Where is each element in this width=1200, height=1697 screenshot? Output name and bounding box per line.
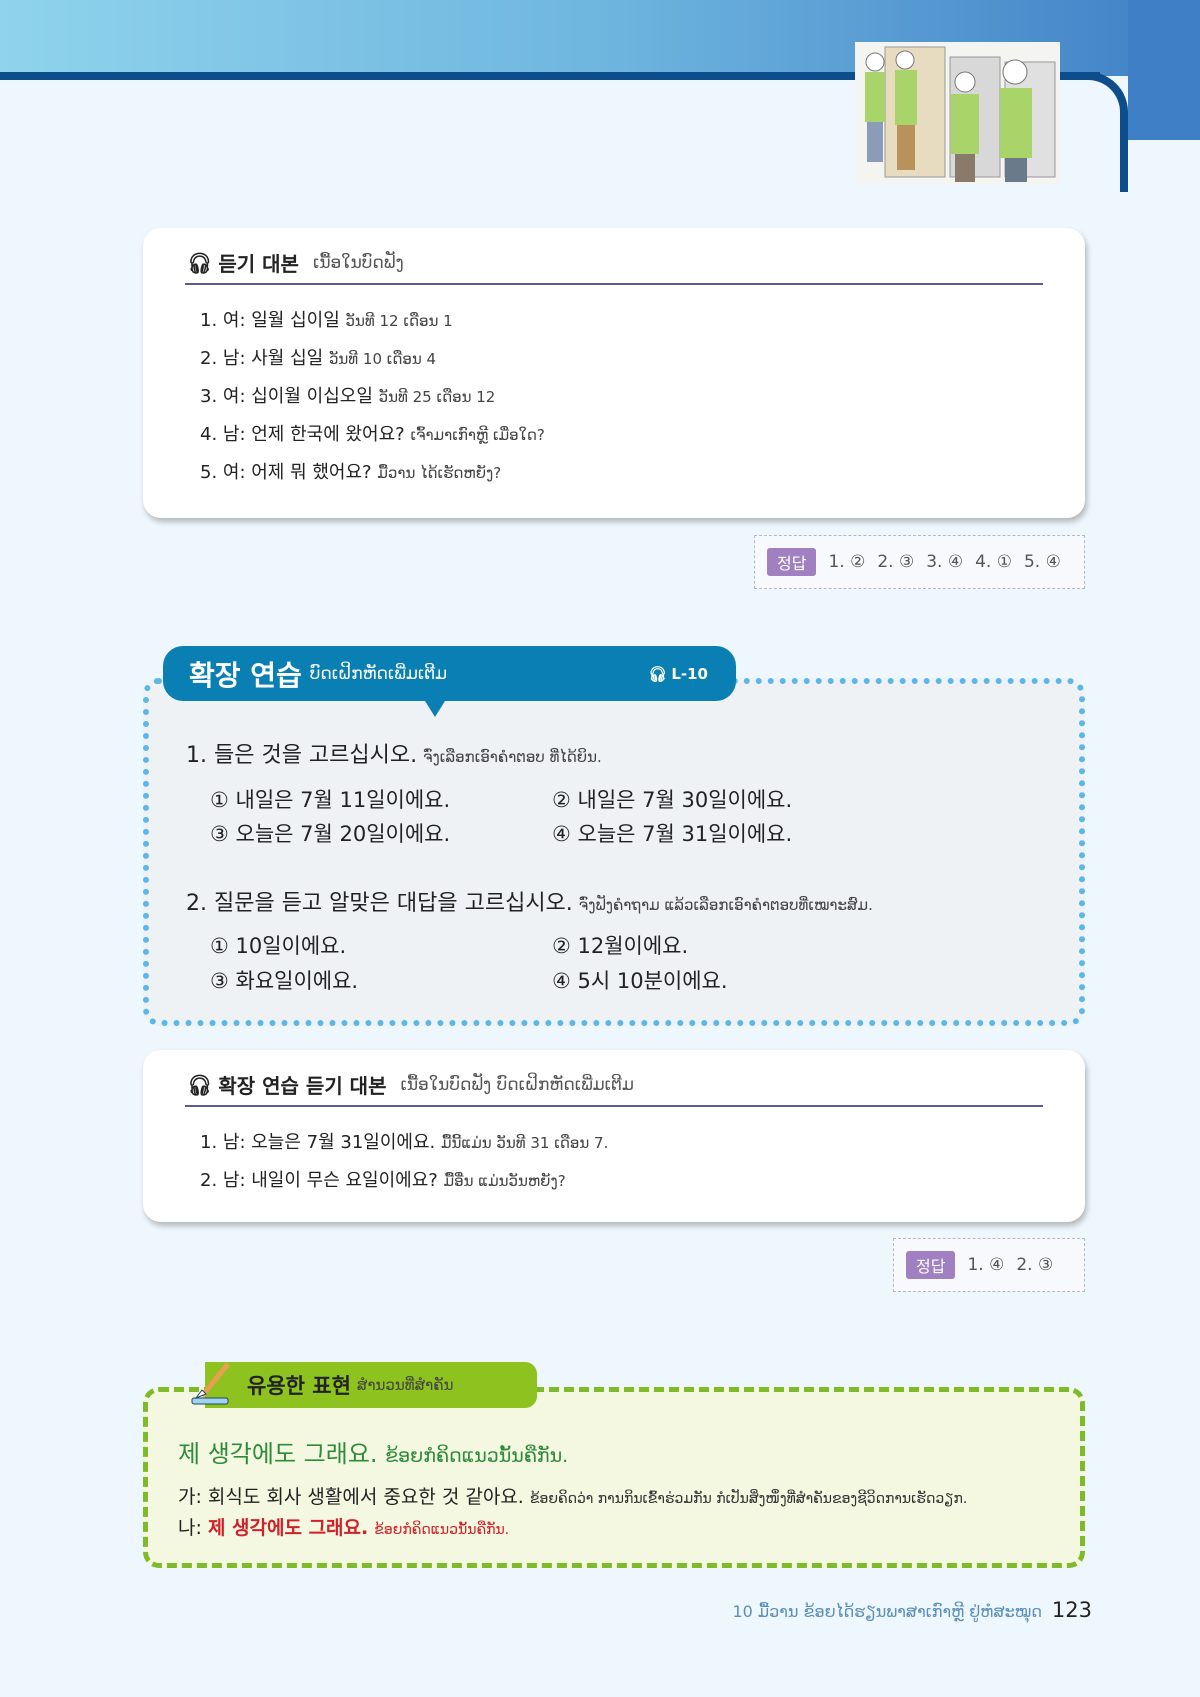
option[interactable]: ② 내일은 7월 30일이에요. [552,788,793,812]
header-pointer [425,701,445,717]
section-title: 확장 연습 [189,658,302,692]
dialogue-line-b: 나: 제 생각에도 그래요. ຂ້ອຍກໍຄິດແນວນັ້ນຄືກັນ. [178,1517,510,1539]
chapter-title: 10 ມື້ວານ ຂ້ອຍໄດ້ຮຽນພາສາເກົາຫຼີ ຢູ່ຫໍສະໝ… [732,1602,1042,1621]
option[interactable]: ③ 오늘은 7월 20일이에요. [210,822,451,846]
answer-item: 1. ④ [967,1255,1005,1275]
listening-script-card: 🎧︎ 듣기 대본 ເນື້ອໃນບົດຟັງ 1. 여: 일월 십이일 ວັນທ… [143,228,1085,518]
page-footer: 10 ມື້ວານ ຂ້ອຍໄດ້ຮຽນພາສາເກົາຫຼີ ຢູ່ຫໍສະໝ… [732,1598,1092,1622]
useful-expression-box [143,1387,1085,1568]
card-subtitle: ເນື້ອໃນບົດຟັງ ບົດເຝິກຫັດເພີ່ມເຕີມ [400,1074,634,1095]
question-1: 1. 들은 것을 고르십시오. ຈົ່ງເລືອກເອົາຄຳຕອບ ທີ່ໄດ້… [186,743,602,768]
option[interactable]: ① 10일이에요. [210,934,347,958]
script-line: 1. 여: 일월 십이일 ວັນທີ 12 ເດືອນ 1 [200,310,453,331]
section-title: 유용한 표현 [247,1374,351,1398]
card-title: 확장 연습 듣기 대본 [218,1074,387,1098]
workers-illustration [855,42,1060,184]
option[interactable]: ④ 5시 10분이에요. [552,969,728,993]
useful-headline: 제 생각에도 그래요. ຂ້ອຍກໍຄິດແນວນັ້ນຄືກັນ. [178,1440,569,1468]
answer-item: 4. ① [975,552,1012,572]
section-subtitle: ສຳນວນທີ່ສຳຄັນ [356,1376,454,1394]
answer-item: 2. ③ [1016,1255,1054,1275]
option[interactable]: ③ 화요일이에요. [210,969,359,993]
option[interactable]: ④ 오늘은 7월 31일이에요. [552,822,793,846]
answer-item: 1. ② [828,552,866,572]
dialogue-line-a: 가: 회식도 회사 생활에서 중요한 것 같아요. ຂ້ອຍຄິດວ່າ ການ… [178,1486,968,1508]
page-number: 123 [1051,1598,1092,1622]
card-subtitle: ເນື້ອໃນບົດຟັງ [312,252,404,273]
banner-curve [1060,72,1128,192]
banner-band [0,72,1100,80]
script-line: 1. 남: 오늘은 7월 31일이에요. ມື້ນີ້ແມ່ນ ວັນທີ 31… [200,1132,609,1153]
option[interactable]: ② 12월이에요. [552,934,689,958]
option[interactable]: ① 내일은 7월 11일이에요. [210,788,451,812]
answer-item: 5. ④ [1023,552,1061,572]
script-line: 5. 여: 어제 뭐 했어요? ມື້ວານ ໄດ້ເຮັດຫຍັງ? [200,462,502,483]
track-label: 🎧︎ L-10 [648,664,708,683]
headphones-icon: 🎧︎ [187,250,213,275]
question-2: 2. 질문을 듣고 알맞은 대답을 고르십시오. ຈົ່ງຟັງຄຳຖາມ ແລ້… [186,891,873,916]
extension-practice-box [143,678,1085,1026]
answer-item: 2. ③ [877,552,915,572]
answer-item: 3. ④ [926,552,964,572]
answer-box-2: 정답 1. ④ 2. ③ [893,1238,1085,1292]
extension-script-card: 🎧︎ 확장 연습 듣기 대본 ເນື້ອໃນບົດຟັງ ບົດເຝິກຫັດເ… [143,1050,1085,1222]
headphones-icon: 🎧︎ [187,1072,213,1097]
useful-expression-header: 유용한 표현 ສຳນວນທີ່ສຳຄັນ [205,1362,537,1408]
script-line: 4. 남: 언제 한국에 왔어요? ເຈົ້າມາເກົາຫຼີ ເມື່ອໃດ… [200,424,545,445]
divider [185,283,1043,285]
script-line: 2. 남: 사월 십일 ວັນທີ 10 ເດືອນ 4 [200,348,437,369]
extension-header: 확장 연습 ບົດເຝິກຫັດເພີ່ມເຕີມ 🎧︎ L-10 [163,646,736,717]
script-line: 2. 남: 내일이 무슨 요일이에요? ມື້ອື່ນ ແມ່ນວັນຫຍັງ? [200,1170,566,1191]
brush-icon [191,1362,230,1405]
card-title: 듣기 대본 [218,252,299,276]
answer-box-1: 정답 1. ② 2. ③ 3. ④ 4. ① 5. ④ [754,535,1085,589]
headphones-icon: 🎧︎ [648,664,668,683]
banner-corner [1128,0,1200,140]
section-subtitle: ບົດເຝິກຫັດເພີ່ມເຕີມ [309,663,448,684]
answer-tag: 정답 [767,548,817,576]
divider [185,1105,1043,1107]
script-line: 3. 여: 십이월 이십오일 ວັນທີ 25 ເດືອນ 12 [200,386,496,407]
answer-tag: 정답 [906,1251,956,1279]
